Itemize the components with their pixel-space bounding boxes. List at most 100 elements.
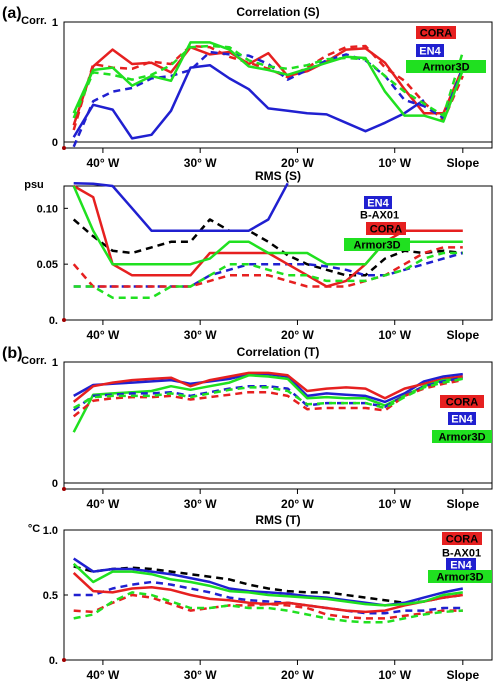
- axis-origin-marker: [62, 658, 66, 662]
- legend-label: EN4: [450, 560, 472, 572]
- legend-label: Armor3D: [436, 572, 483, 584]
- legend-swatch: [448, 412, 476, 425]
- y-tick-label: 1: [52, 17, 58, 29]
- x-tick-label: 30° W: [184, 668, 217, 681]
- x-tick-label: 10° W: [378, 668, 411, 681]
- x-tick-label: Slope: [446, 156, 479, 170]
- series-line-armor3d-dashed: [73, 377, 464, 410]
- legend-swatch: [446, 558, 476, 571]
- legend-swatch: [364, 196, 392, 209]
- x-tick-label: 20° W: [281, 668, 314, 681]
- legend-swatch: [406, 60, 486, 73]
- y-tick-label: 0.: [49, 655, 58, 667]
- x-tick-label: 30° W: [184, 156, 217, 170]
- legend-label: CORA: [446, 397, 478, 409]
- x-tick-label: 20° W: [281, 328, 314, 342]
- x-tick-label: 40° W: [87, 668, 120, 681]
- series-line-b-ax01-dashed: [72, 218, 463, 277]
- y-tick-label: 0.05: [37, 259, 58, 271]
- y-axis-label: psu: [24, 179, 44, 191]
- series-line-cora-solid: [73, 184, 463, 288]
- x-tick-label: 30° W: [184, 328, 217, 342]
- y-tick-label: 0: [52, 137, 58, 149]
- legend-label: EN4: [419, 46, 441, 58]
- y-tick-label: 0.5: [43, 590, 58, 602]
- legend-label: Armor3D: [422, 62, 469, 74]
- series-line-cora-dashed: [72, 378, 464, 418]
- x-tick-label: 20° W: [281, 156, 314, 170]
- series-line-cora-dashed: [72, 246, 463, 288]
- legend-item-armor3d: Armor3D: [406, 60, 486, 74]
- panel-label-b: (b): [2, 345, 22, 362]
- chart-correlation-s: 0 1 40° W 30° W 20° W 10° W Slope Correlation (…: [21, 5, 493, 170]
- axis-origin-marker: [62, 487, 66, 491]
- x-tick-label: Slope: [446, 497, 479, 511]
- axis-origin-marker: [62, 318, 66, 322]
- y-tick-label: 0: [52, 478, 58, 490]
- y-tick-label: 1.0: [43, 525, 58, 537]
- series-line-armor3d-solid: [72, 562, 463, 607]
- legend-item-cora: CORA: [440, 395, 484, 409]
- legend-label: CORA: [446, 534, 478, 546]
- x-tick-label: 40° W: [87, 156, 120, 170]
- chart-title: RMS (T): [255, 513, 300, 527]
- y-tick-label: 0.10: [37, 203, 58, 215]
- charts-group: 0 1 40° W 30° W 20° W 10° W Slope Correlation (…: [21, 5, 493, 681]
- y-axis-label: Corr.: [21, 15, 47, 27]
- legend-label: CORA: [370, 224, 402, 236]
- legend-item-en4: EN4: [416, 44, 444, 58]
- series-line-en4-solid: [73, 182, 289, 232]
- legend-item-en4: EN4: [364, 196, 392, 210]
- legend-item-en4: EN4: [446, 558, 476, 572]
- series-line-cora-solid: [72, 371, 463, 403]
- series-line-armor3d-dashed: [73, 591, 463, 624]
- panel-label-a: (a): [2, 5, 22, 22]
- legend-item-cora: CORA: [366, 222, 406, 236]
- legend-label: B-AX01: [360, 210, 399, 222]
- x-tick-label: Slope: [446, 668, 479, 681]
- legend-swatch: [366, 222, 406, 235]
- legend-item-cora: CORA: [416, 26, 456, 40]
- series-line-armor3d-dashed: [73, 251, 463, 299]
- legend-label: CORA: [420, 28, 452, 40]
- series-line-en4-solid: [73, 557, 464, 607]
- legend-label: EN4: [367, 198, 389, 210]
- legend-swatch: [428, 570, 492, 583]
- axis-origin-marker: [62, 146, 66, 150]
- legend-swatch: [440, 395, 484, 408]
- chart-title: Correlation (T): [237, 345, 320, 359]
- x-tick-label: 10° W: [378, 328, 411, 342]
- x-tick-label: 30° W: [184, 497, 217, 511]
- legend-item-armor3d: Armor3D: [428, 570, 492, 584]
- series-line-cora-solid: [72, 571, 463, 614]
- x-tick-label: 40° W: [87, 497, 120, 511]
- x-tick-label: Slope: [446, 328, 479, 342]
- series-line-cora-solid: [72, 45, 464, 126]
- x-tick-label: 10° W: [378, 497, 411, 511]
- series-line-en4-dashed: [72, 50, 464, 148]
- chart-correlation-t: 0 1 40° W 30° W 20° W 10° W Slope Correlation (…: [21, 345, 493, 511]
- chart-title: RMS (S): [255, 169, 301, 183]
- series-line-en4-dashed: [73, 580, 463, 615]
- legend-swatch: [416, 26, 456, 39]
- chart-title: Correlation (S): [236, 5, 319, 19]
- legend-item-armor3d: Armor3D: [344, 238, 410, 252]
- chart-rms-t: 0. 0.5 1.0 40° W 30° W 20° W 10° W Slope RMS (T)…: [28, 513, 493, 681]
- legend-item-b-ax01: B-AX01: [360, 210, 399, 222]
- y-axis-label: °C: [28, 523, 40, 535]
- plot-frame: [63, 185, 493, 321]
- y-tick-label: 1: [52, 357, 58, 369]
- series-line-armor3d-dashed: [72, 44, 464, 119]
- legend-swatch: [432, 430, 492, 443]
- legend-swatch: [442, 532, 482, 545]
- legend-label: Armor3D: [353, 240, 400, 252]
- legend-item-b-ax01: B-AX01: [442, 548, 481, 560]
- legend-swatch: [416, 44, 444, 57]
- series-line-armor3d-solid: [72, 41, 464, 123]
- legend-label: EN4: [451, 414, 473, 426]
- legend-label: B-AX01: [442, 548, 481, 560]
- series-line-b-ax01-dashed: [73, 565, 463, 605]
- x-tick-label: 40° W: [87, 328, 120, 342]
- legend-label: Armor3D: [438, 432, 485, 444]
- y-tick-label: 0.: [49, 315, 58, 327]
